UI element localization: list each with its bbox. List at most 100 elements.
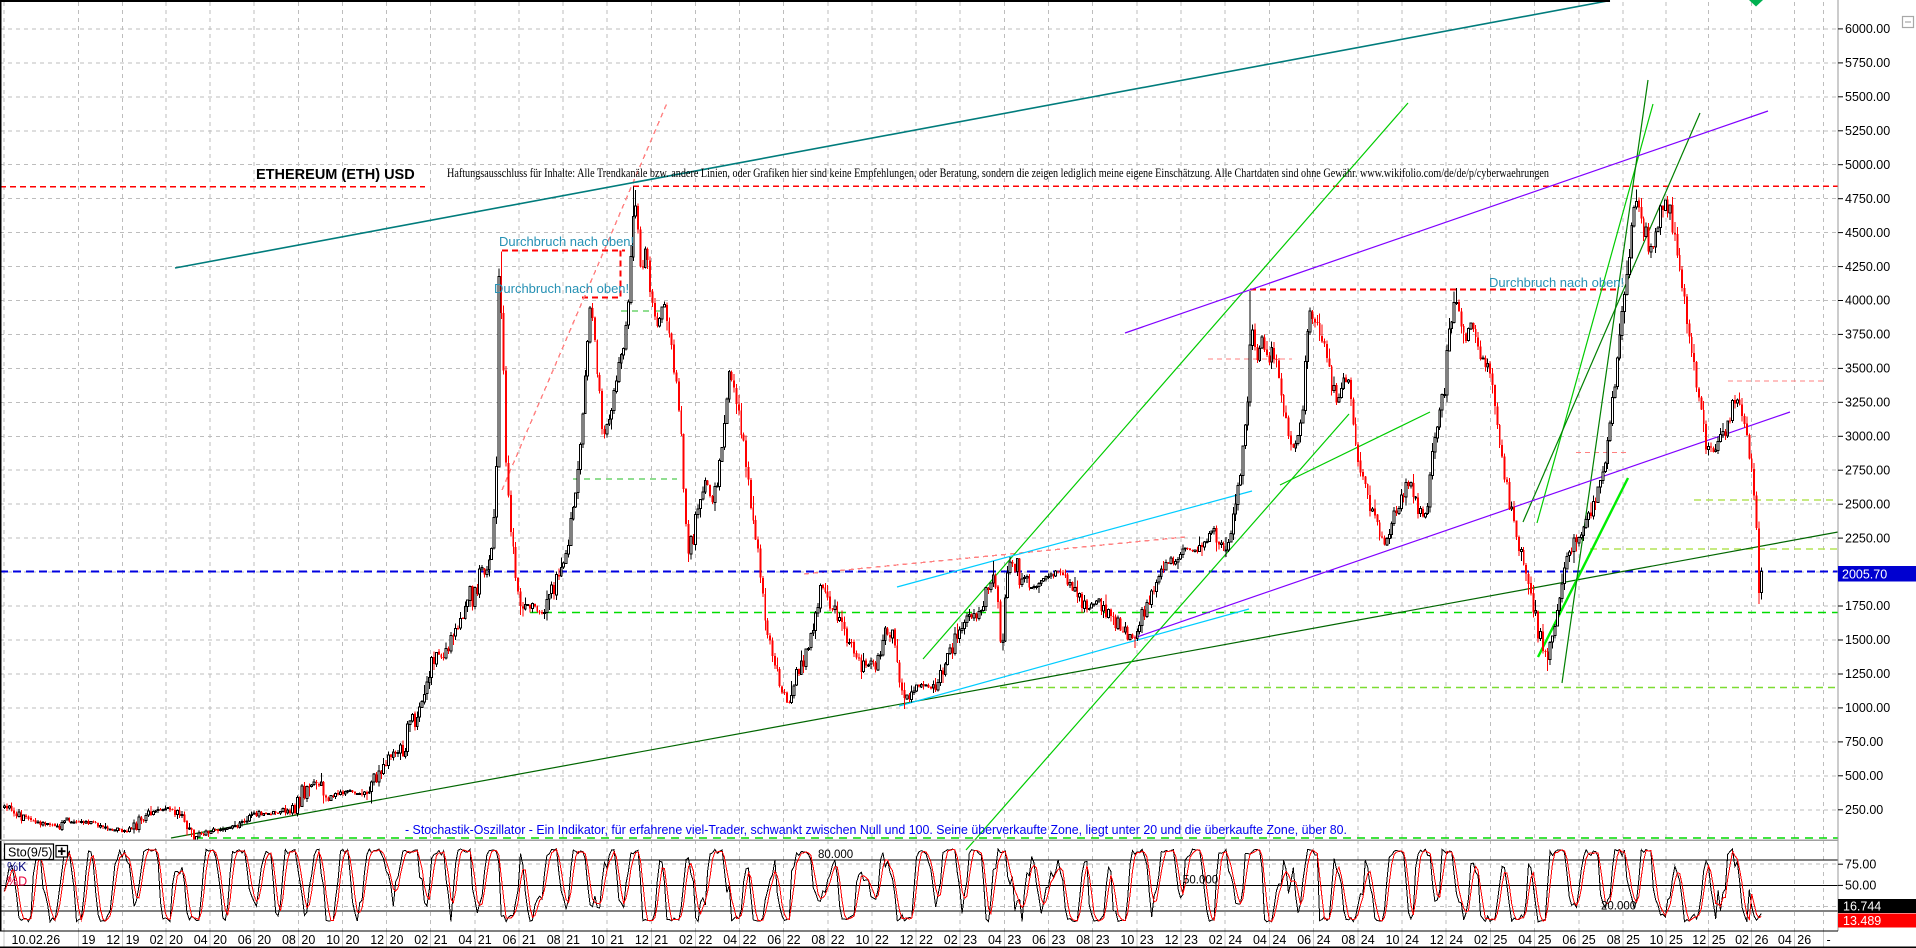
svg-text:20: 20 (257, 933, 271, 947)
svg-text:3500.00: 3500.00 (1845, 362, 1890, 376)
svg-text:23: 23 (963, 933, 977, 947)
svg-text:10: 10 (591, 933, 605, 947)
svg-text:04: 04 (723, 933, 737, 947)
svg-text:12: 12 (370, 933, 384, 947)
svg-text:25: 25 (1582, 933, 1596, 947)
svg-text:06: 06 (1562, 933, 1576, 947)
svg-text:23: 23 (1007, 933, 1021, 947)
svg-text:20: 20 (213, 933, 227, 947)
svg-text:-: - (1827, 933, 1831, 947)
svg-text:80.000: 80.000 (818, 849, 853, 861)
svg-text:22: 22 (919, 933, 933, 947)
svg-text:21: 21 (610, 933, 624, 947)
svg-text:2500.00: 2500.00 (1845, 497, 1890, 511)
svg-text:08: 08 (1607, 933, 1621, 947)
svg-text:3250.00: 3250.00 (1845, 396, 1890, 410)
svg-text:10: 10 (326, 933, 340, 947)
svg-text:04: 04 (1518, 933, 1532, 947)
svg-text:23: 23 (1184, 933, 1198, 947)
svg-text:2250.00: 2250.00 (1845, 531, 1890, 545)
svg-text:10: 10 (1649, 933, 1663, 947)
svg-text:4750.00: 4750.00 (1845, 192, 1890, 206)
svg-text:10: 10 (1386, 933, 1400, 947)
svg-text:08: 08 (1341, 933, 1355, 947)
svg-text:%D: %D (7, 875, 27, 889)
svg-text:02: 02 (679, 933, 693, 947)
svg-text:Haftungsausschluss für Inhalte: Haftungsausschluss für Inhalte: Alle Tre… (447, 166, 1550, 180)
svg-text:19: 19 (82, 933, 96, 947)
svg-text:20: 20 (390, 933, 404, 947)
svg-text:24: 24 (1361, 933, 1375, 947)
svg-text:12: 12 (900, 933, 914, 947)
svg-text:2005.70: 2005.70 (1842, 568, 1887, 582)
svg-text:3000.00: 3000.00 (1845, 430, 1890, 444)
svg-text:2750.00: 2750.00 (1845, 463, 1890, 477)
svg-text:21: 21 (478, 933, 492, 947)
svg-text:23: 23 (1096, 933, 1110, 947)
svg-text:02: 02 (1474, 933, 1488, 947)
svg-text:25: 25 (1712, 933, 1726, 947)
svg-text:75.00: 75.00 (1845, 857, 1876, 871)
svg-text:10: 10 (1120, 933, 1134, 947)
svg-text:5000.00: 5000.00 (1845, 158, 1890, 172)
svg-text:06: 06 (503, 933, 517, 947)
svg-text:750.00: 750.00 (1845, 735, 1883, 749)
svg-text:25: 25 (1669, 933, 1683, 947)
svg-text:08: 08 (547, 933, 561, 947)
svg-text:06: 06 (1297, 933, 1311, 947)
svg-text:24: 24 (1449, 933, 1463, 947)
svg-text:24: 24 (1405, 933, 1419, 947)
svg-text:5750.00: 5750.00 (1845, 56, 1890, 70)
svg-text:250.00: 250.00 (1845, 803, 1883, 817)
svg-text:02: 02 (1209, 933, 1223, 947)
svg-text:08: 08 (1076, 933, 1090, 947)
svg-text:1750.00: 1750.00 (1845, 599, 1890, 613)
svg-text:20.000: 20.000 (1601, 901, 1636, 913)
svg-text:06: 06 (767, 933, 781, 947)
svg-text:25: 25 (1626, 933, 1640, 947)
svg-text:4500.00: 4500.00 (1845, 226, 1890, 240)
svg-text:20: 20 (346, 933, 360, 947)
svg-text:06: 06 (1032, 933, 1046, 947)
svg-text:06: 06 (238, 933, 252, 947)
svg-text:22: 22 (743, 933, 757, 947)
svg-text:6000.00: 6000.00 (1845, 22, 1890, 36)
svg-text:24: 24 (1317, 933, 1331, 947)
svg-text:21: 21 (434, 933, 448, 947)
svg-text:02: 02 (944, 933, 958, 947)
svg-text:22: 22 (698, 933, 712, 947)
svg-text:23: 23 (1140, 933, 1154, 947)
svg-text:50.00: 50.00 (1845, 879, 1876, 893)
svg-text:08: 08 (811, 933, 825, 947)
svg-text:02: 02 (1735, 933, 1749, 947)
svg-text:22: 22 (875, 933, 889, 947)
svg-text:20: 20 (169, 933, 183, 947)
svg-text:12: 12 (1165, 933, 1179, 947)
svg-text:12: 12 (1430, 933, 1444, 947)
svg-text:5250.00: 5250.00 (1845, 124, 1890, 138)
svg-text:04: 04 (194, 933, 208, 947)
svg-text:1250.00: 1250.00 (1845, 667, 1890, 681)
svg-text:5500.00: 5500.00 (1845, 90, 1890, 104)
svg-text:04: 04 (458, 933, 472, 947)
svg-text:02: 02 (150, 933, 164, 947)
svg-text:21: 21 (522, 933, 536, 947)
svg-text:04: 04 (1253, 933, 1267, 947)
svg-text:1000.00: 1000.00 (1845, 701, 1890, 715)
svg-text:Durchbruch nach oben!: Durchbruch nach oben! (494, 281, 629, 296)
svg-text:50.000: 50.000 (1183, 875, 1218, 887)
svg-text:25: 25 (1493, 933, 1507, 947)
svg-text:24: 24 (1228, 933, 1242, 947)
svg-text:20: 20 (301, 933, 315, 947)
svg-text:- Stochastik-Oszillator - Ein: - Stochastik-Oszillator - Ein Indikator,… (405, 822, 1347, 837)
svg-text:Durchbruch nach oben!: Durchbruch nach oben! (499, 234, 634, 249)
svg-text:3750.00: 3750.00 (1845, 328, 1890, 342)
svg-text:1500.00: 1500.00 (1845, 633, 1890, 647)
svg-text:Durchbruch nach oben!: Durchbruch nach oben! (1489, 275, 1624, 290)
svg-text:22: 22 (831, 933, 845, 947)
svg-text:12: 12 (1692, 933, 1706, 947)
svg-text:13.489: 13.489 (1843, 914, 1881, 928)
svg-text:02: 02 (414, 933, 428, 947)
svg-text:04: 04 (1778, 933, 1792, 947)
svg-text:21: 21 (654, 933, 668, 947)
